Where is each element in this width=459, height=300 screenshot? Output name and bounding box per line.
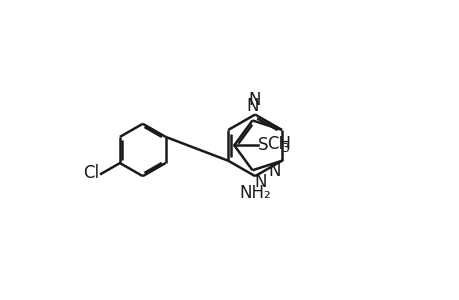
- Text: S: S: [258, 136, 268, 154]
- Text: CH: CH: [266, 135, 290, 153]
- Text: NH₂: NH₂: [239, 184, 270, 202]
- Text: N: N: [246, 97, 258, 115]
- Text: 3: 3: [280, 142, 288, 155]
- Text: N: N: [248, 91, 261, 109]
- Text: N: N: [254, 172, 267, 190]
- Text: Cl: Cl: [83, 164, 99, 182]
- Text: N: N: [267, 162, 280, 180]
